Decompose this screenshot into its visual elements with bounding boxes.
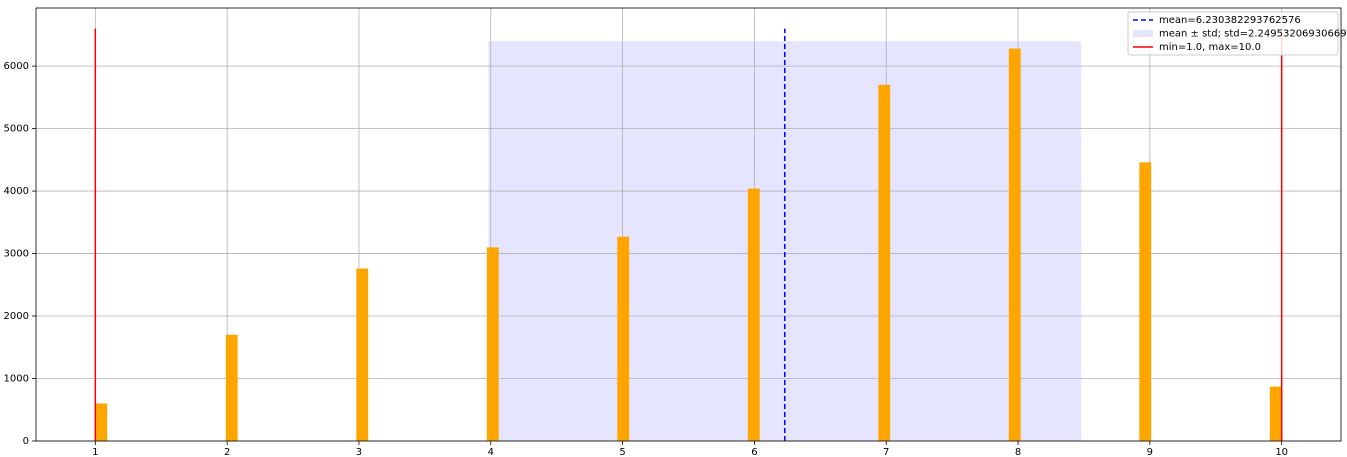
legend-box [1127, 11, 1339, 56]
x-tick-label: 8 [1015, 447, 1021, 457]
y-tick-label: 4000 [4, 186, 29, 197]
plot-frame [35, 7, 1342, 442]
y-tick-label: 5000 [4, 124, 29, 135]
bar [356, 268, 369, 441]
bar [617, 236, 630, 441]
y-tick-label: 3000 [4, 249, 29, 260]
x-tick-label: 4 [488, 447, 494, 457]
bar [878, 84, 891, 441]
legend-label: mean=6.230382293762576 [1159, 15, 1301, 26]
legend-label: mean ± std; std=2.2495320693066927 [1159, 29, 1347, 40]
x-tick-label: 7 [883, 447, 889, 457]
y-tick-label: 0 [23, 436, 29, 447]
y-tick-label: 2000 [4, 311, 29, 322]
x-tick-label: 5 [619, 447, 625, 457]
y-tick-label: 6000 [4, 61, 29, 72]
bar [225, 334, 238, 441]
x-tick-label: 1 [92, 447, 98, 457]
legend-label: min=1.0, max=10.0 [1159, 42, 1261, 53]
bar [486, 247, 499, 441]
x-tick-label: 6 [751, 447, 757, 457]
bar [1269, 386, 1282, 441]
bar [1008, 48, 1021, 441]
y-tick-label: 1000 [4, 374, 29, 385]
bar [95, 403, 108, 441]
x-tick-label: 10 [1275, 447, 1288, 457]
x-tick-label: 9 [1147, 447, 1153, 457]
bar [747, 188, 760, 441]
bar [1139, 162, 1152, 441]
x-tick-label: 2 [224, 447, 230, 457]
x-tick-label: 3 [356, 447, 362, 457]
legend-swatch [1133, 30, 1153, 37]
